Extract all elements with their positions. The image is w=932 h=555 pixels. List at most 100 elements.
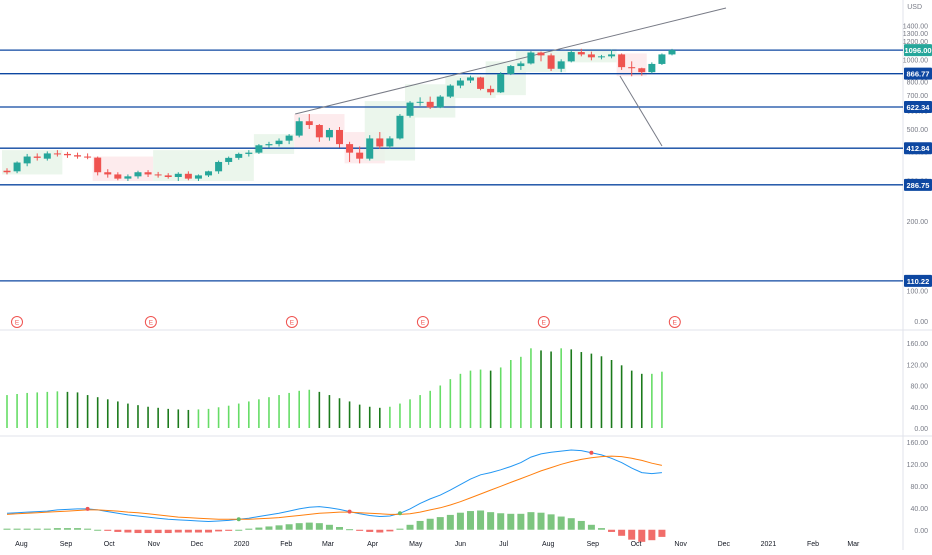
candle-body[interactable] [184, 173, 192, 179]
candle-body[interactable] [74, 155, 82, 157]
candle-body[interactable] [134, 172, 142, 177]
macd-histogram-bar [628, 529, 636, 540]
macd-histogram-bar [74, 528, 82, 530]
candle-body[interactable] [396, 115, 404, 139]
candle-body[interactable] [547, 55, 555, 69]
candle-body[interactable] [154, 174, 162, 176]
candle-body[interactable] [295, 121, 303, 136]
candle-body[interactable] [376, 138, 384, 147]
candle-body[interactable] [456, 80, 464, 86]
candle-body[interactable] [13, 162, 21, 172]
candle-body[interactable] [245, 152, 253, 154]
candle-body[interactable] [668, 50, 676, 55]
candle-body[interactable] [164, 175, 172, 177]
macd-histogram-bar [154, 529, 162, 534]
candle-body[interactable] [265, 144, 273, 146]
candle-body[interactable] [53, 153, 61, 155]
candle-body[interactable] [597, 56, 605, 58]
candle-body[interactable] [477, 77, 485, 89]
candle-body[interactable] [426, 101, 434, 108]
candle-body[interactable] [517, 63, 525, 67]
candle-body[interactable] [638, 68, 646, 73]
candle-body[interactable] [3, 170, 11, 173]
macd-cross-marker [347, 509, 352, 514]
candle-body[interactable] [587, 54, 595, 58]
candle-body[interactable] [648, 63, 656, 73]
candle-body[interactable] [406, 102, 414, 116]
candle-body[interactable] [104, 172, 112, 175]
macd-histogram-bar [184, 529, 192, 533]
candle-body[interactable] [537, 52, 545, 56]
candle-body[interactable] [144, 172, 152, 175]
candle-body[interactable] [225, 157, 233, 162]
candle-body[interactable] [507, 66, 515, 74]
macd-histogram-bar [325, 524, 333, 530]
candle-body[interactable] [618, 54, 626, 68]
candle-body[interactable] [628, 67, 636, 69]
candle-body[interactable] [94, 157, 102, 173]
candle-body[interactable] [174, 173, 182, 177]
candle-body[interactable] [416, 101, 424, 103]
earnings-event-marker[interactable] [11, 316, 23, 328]
macd-tick-label: 40.00 [910, 506, 928, 513]
candle-body[interactable] [386, 138, 394, 147]
candle-body[interactable] [194, 175, 202, 179]
candle-body[interactable] [497, 73, 505, 93]
candle-body[interactable] [346, 144, 354, 153]
candle-body[interactable] [114, 174, 122, 179]
candle-body[interactable] [43, 153, 51, 159]
trend-line[interactable] [619, 75, 663, 147]
candle-body[interactable] [325, 129, 333, 138]
candle-body[interactable] [235, 153, 243, 158]
candle-body[interactable] [658, 54, 666, 64]
x-axis-label: Jun [455, 541, 466, 548]
range-box [92, 156, 154, 181]
candle-body[interactable] [446, 85, 454, 97]
earnings-event-marker[interactable] [285, 316, 298, 328]
candle-body[interactable] [466, 77, 474, 81]
candle-body[interactable] [124, 176, 132, 179]
earnings-event-marker[interactable] [668, 316, 681, 328]
macd-histogram-bar [466, 511, 474, 530]
macd-cross-marker [589, 450, 594, 455]
candle-body[interactable] [315, 125, 323, 138]
level-badge [904, 100, 932, 113]
candle-body[interactable] [33, 156, 41, 158]
macd-histogram-bar [164, 529, 172, 534]
candle-body[interactable] [336, 129, 343, 145]
candle-body[interactable] [527, 52, 535, 64]
candle-body[interactable] [557, 61, 565, 69]
macd-histogram-bar [477, 510, 485, 530]
x-axis-label: Nov [148, 541, 161, 548]
macd-histogram-bar [487, 512, 495, 530]
trend-line[interactable] [295, 7, 727, 115]
macd-tick-label: 80.00 [910, 484, 928, 491]
candle-body[interactable] [567, 52, 575, 62]
candle-body[interactable] [285, 135, 293, 141]
macd-histogram-bar [527, 512, 535, 530]
candle-body[interactable] [255, 145, 263, 153]
candle-body[interactable] [205, 171, 213, 176]
macd-histogram-bar [356, 529, 364, 531]
candle-body[interactable] [366, 138, 374, 159]
candle-body[interactable] [84, 156, 92, 158]
candle-body[interactable] [436, 96, 444, 108]
candle-body[interactable] [608, 54, 616, 57]
candle-body[interactable] [63, 153, 71, 156]
candle-body[interactable] [215, 161, 223, 172]
candle-body[interactable] [305, 121, 313, 126]
candle-body[interactable] [356, 152, 364, 159]
x-axis-label: Sep [60, 541, 73, 548]
candle-body[interactable] [577, 52, 585, 55]
candle-body[interactable] [275, 140, 283, 145]
candle-body[interactable] [23, 156, 31, 164]
earnings-event-marker[interactable] [537, 316, 550, 328]
price-tick-label: 800.00 [907, 80, 929, 87]
earnings-event-marker[interactable] [416, 316, 429, 328]
earnings-event-marker[interactable] [144, 316, 157, 328]
candle-body[interactable] [487, 88, 495, 93]
indicator-tick-label: 160.00 [907, 341, 929, 348]
macd-histogram-bar [587, 524, 595, 530]
